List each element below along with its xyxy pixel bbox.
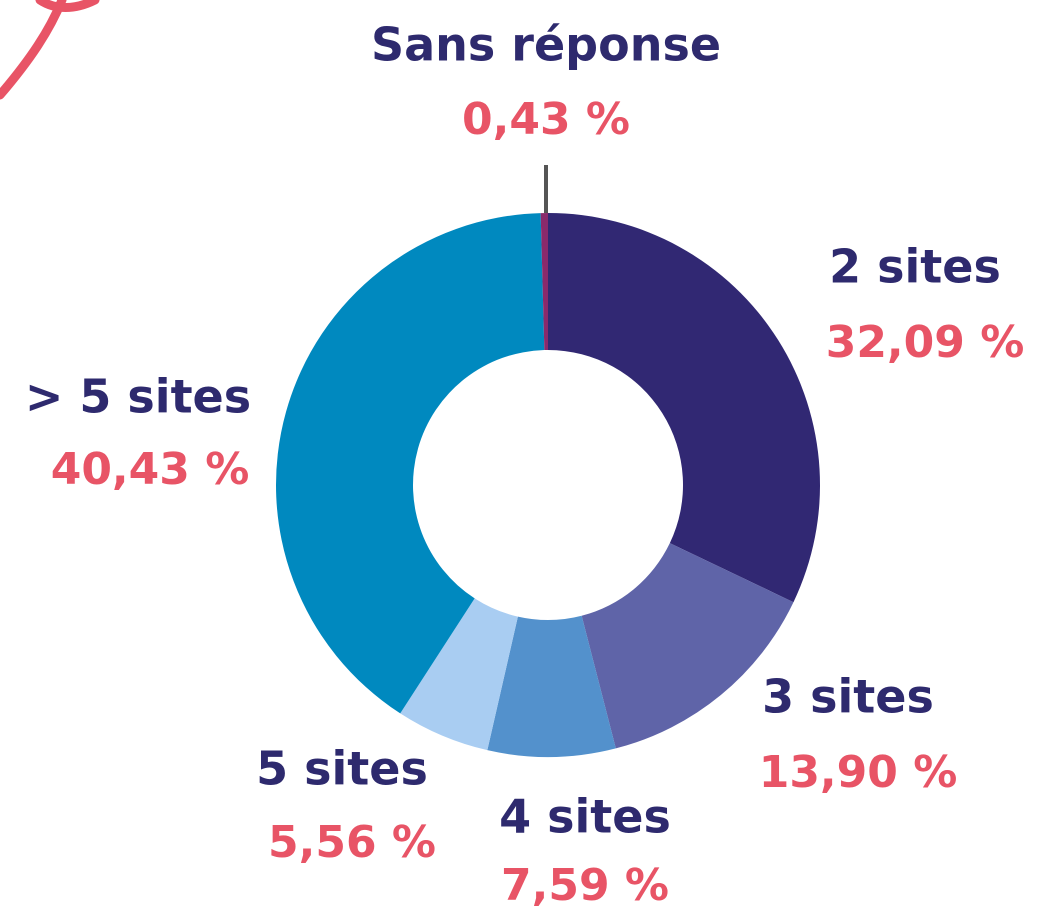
value-label: 7,59 % [501,860,669,911]
value-label: 5,56 % [268,817,436,868]
chart: 2 sites 32,09 % 3 sites 13,90 % 4 sites 7,59 … [0,0,1038,922]
slice-label: 5 sites [256,742,428,796]
slice-label: > 5 sites [25,370,251,424]
slice-label: 3 sites [762,670,934,724]
value-label: 40,43 % [51,444,250,495]
slice-label: Sans réponse [371,18,721,72]
slice [548,213,820,602]
value-label: 32,09 % [826,317,1025,368]
value-label: 13,90 % [759,747,958,798]
slice-label: 4 sites [499,790,671,844]
value-label: 0,43 % [462,94,630,145]
page: {"chart_data": {"type": "donut", "catego… [0,0,1038,922]
decoration [0,0,95,95]
slice-label: 2 sites [829,240,1001,294]
